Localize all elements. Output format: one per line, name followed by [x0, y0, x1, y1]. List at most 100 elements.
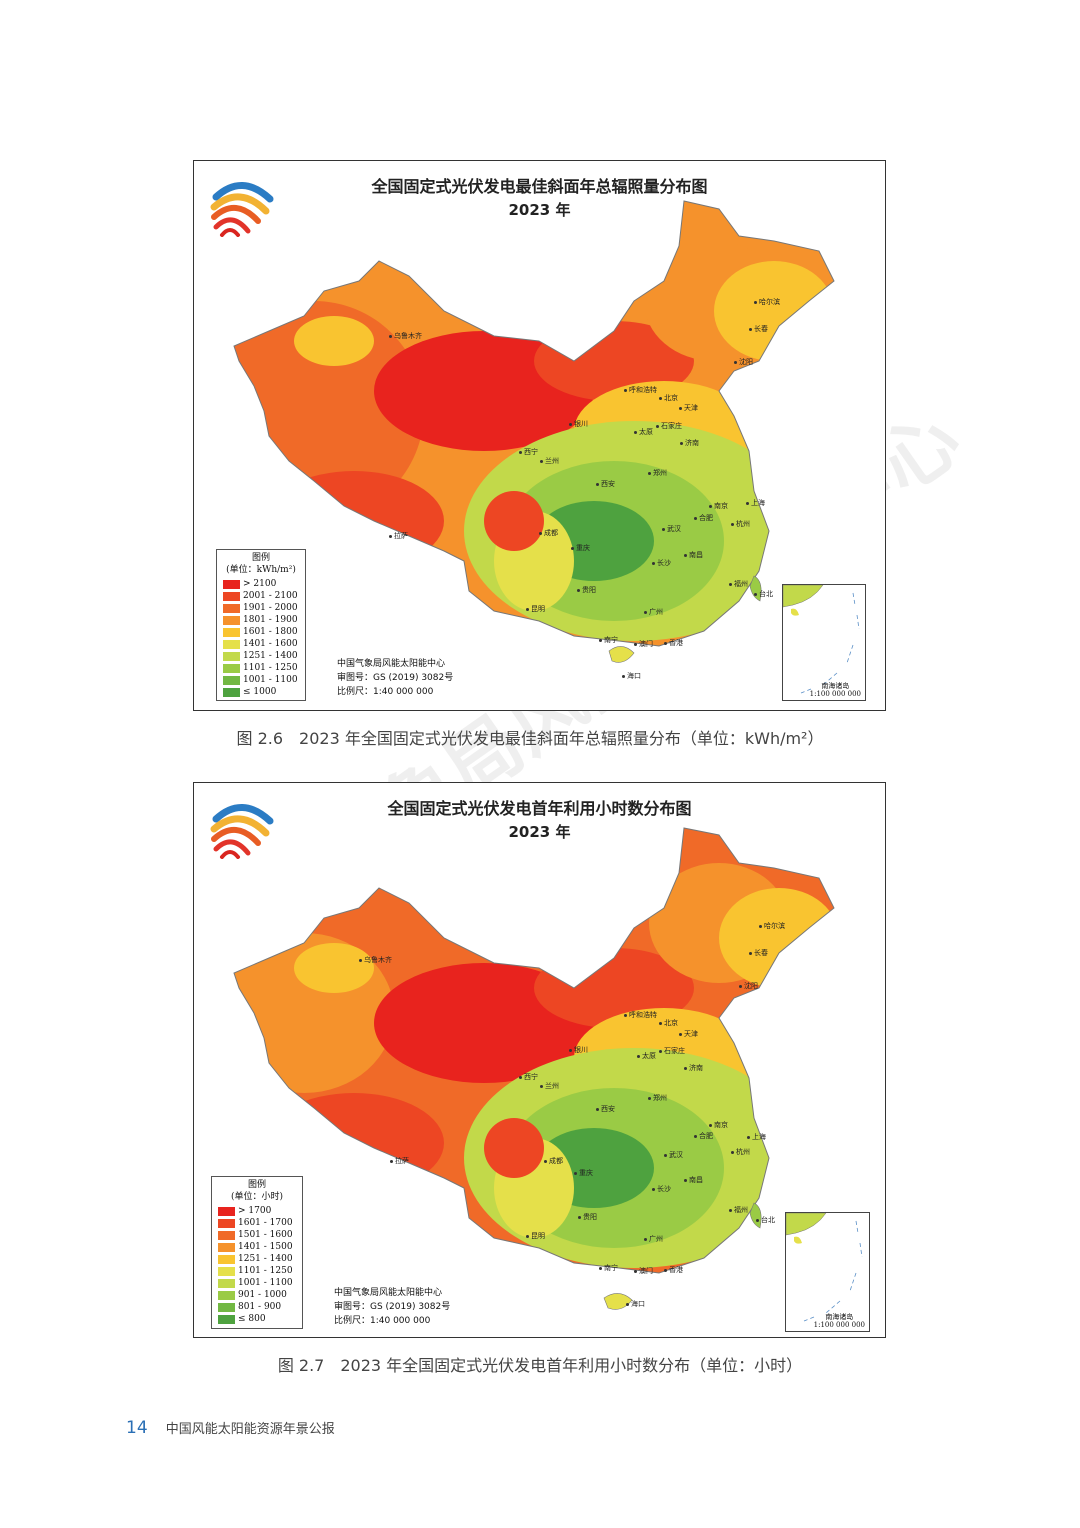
- city-label: 乌鲁木齐: [359, 955, 392, 965]
- legend-label: 1001 - 1100: [238, 1278, 293, 1288]
- map-title: 全国固定式光伏发电首年利用小时数分布图 2023 年: [387, 799, 692, 841]
- city-label: 昆明: [526, 1231, 545, 1241]
- city-label: 银川: [569, 1045, 588, 1055]
- legend-label: 1401 - 1500: [238, 1242, 293, 1252]
- map-legend: 图例 (单位：小时) > 1700 1601 - 1700 1501 - 1600 1…: [211, 1176, 303, 1329]
- city-label: 长春: [749, 324, 768, 334]
- city-label: 杭州: [731, 1147, 750, 1157]
- legend-swatch: [218, 1242, 235, 1252]
- legend-item: 1501 - 1600: [218, 1229, 296, 1241]
- city-label: 乌鲁木齐: [389, 331, 422, 341]
- city-label: 重庆: [571, 543, 590, 553]
- legend-label: ≤ 1000: [243, 687, 277, 697]
- city-label: 武汉: [664, 1150, 683, 1160]
- city-label: 西宁: [519, 1072, 538, 1082]
- legend-item: 1601 - 1800: [223, 626, 299, 638]
- city-label: 合肥: [694, 1131, 713, 1141]
- city-label: 香港: [664, 638, 683, 648]
- city-label: 海口: [622, 671, 641, 681]
- publication-title: 中国风能太阳能资源年景公报: [165, 1422, 335, 1437]
- legend-item: 1901 - 2000: [223, 602, 299, 614]
- legend-item: 1251 - 1400: [223, 650, 299, 662]
- legend-item: > 2100: [223, 578, 299, 590]
- legend-item: 1251 - 1400: [218, 1253, 296, 1265]
- city-label: 广州: [644, 607, 663, 617]
- city-label: 台北: [754, 589, 773, 599]
- city-label: 太原: [634, 427, 653, 437]
- legend-item: 1601 - 1700: [218, 1217, 296, 1229]
- legend-item: 1101 - 1250: [218, 1265, 296, 1277]
- legend-label: 1601 - 1700: [238, 1218, 293, 1228]
- legend-label: 1901 - 2000: [243, 603, 298, 613]
- city-label: 南宁: [599, 1263, 618, 1273]
- legend-swatch: [218, 1254, 235, 1264]
- legend-item: 1001 - 1100: [218, 1277, 296, 1289]
- legend-item: > 1700: [218, 1205, 296, 1217]
- city-label: 西安: [596, 1104, 615, 1114]
- city-label: 南京: [709, 1120, 728, 1130]
- map-frame-2: 全国固定式光伏发电首年利用小时数分布图 2023 年 乌: [193, 782, 886, 1338]
- city-label: 北京: [659, 393, 678, 403]
- legend-swatch: [218, 1314, 235, 1324]
- legend-swatch: [223, 639, 240, 649]
- legend-label: 1251 - 1400: [238, 1254, 293, 1264]
- legend-item: 1101 - 1250: [223, 662, 299, 674]
- legend-item: 901 - 1000: [218, 1289, 296, 1301]
- legend-label: 2001 - 2100: [243, 591, 298, 601]
- city-label: 天津: [679, 403, 698, 413]
- legend-label: 1101 - 1250: [243, 663, 298, 673]
- figure-caption: 图 2.6 2023 年全国固定式光伏发电最佳斜面年总辐照量分布（单位：kWh/…: [236, 729, 824, 748]
- legend-item: 2001 - 2100: [223, 590, 299, 602]
- south-china-sea-inset: 南海诸岛 1:100 000 000: [782, 584, 866, 701]
- city-label: 呼和浩特: [624, 1010, 657, 1020]
- city-label: 南宁: [599, 635, 618, 645]
- city-label: 澳门: [634, 639, 653, 649]
- city-label: 澳门: [634, 1266, 653, 1276]
- legend-label: 1251 - 1400: [243, 651, 298, 661]
- map-frame-1: 全国固定式光伏发电最佳斜面年总辐照量分布图 2023 年: [193, 160, 886, 711]
- city-label: 石家庄: [659, 1046, 685, 1056]
- city-label: 上海: [747, 1132, 766, 1142]
- legend-swatch: [223, 687, 240, 697]
- page-footer: 14 中国风能太阳能资源年景公报: [126, 1418, 335, 1438]
- city-label: 太原: [637, 1051, 656, 1061]
- legend-item: ≤ 1000: [223, 686, 299, 698]
- city-label: 广州: [644, 1234, 663, 1244]
- legend-swatch: [218, 1206, 235, 1216]
- legend-swatch: [223, 579, 240, 589]
- city-label: 济南: [680, 438, 699, 448]
- city-label: 石家庄: [656, 421, 682, 431]
- city-label: 北京: [659, 1018, 678, 1028]
- legend-swatch: [218, 1266, 235, 1276]
- city-label: 西宁: [519, 447, 538, 457]
- south-china-sea-inset: 南海诸岛 1:100 000 000: [785, 1212, 870, 1332]
- legend-swatch: [218, 1230, 235, 1240]
- city-label: 郑州: [648, 468, 667, 478]
- legend-swatch: [223, 591, 240, 601]
- legend-swatch: [223, 663, 240, 673]
- city-label: 呼和浩特: [624, 385, 657, 395]
- city-label: 杭州: [731, 519, 750, 529]
- city-label: 哈尔滨: [754, 297, 780, 307]
- china-map: [233, 200, 835, 663]
- legend-label: 1501 - 1600: [238, 1230, 293, 1240]
- logo-icon: [210, 182, 274, 237]
- city-label: 福州: [729, 1205, 748, 1215]
- legend-item: 1401 - 1500: [218, 1241, 296, 1253]
- logo-icon: [210, 804, 274, 859]
- city-label: 沈阳: [734, 357, 753, 367]
- legend-item: 1801 - 1900: [223, 614, 299, 626]
- map-credit: 中国气象局风能太阳能中心 审图号：GS (2019) 3082号 比例尺：1:4…: [337, 659, 454, 697]
- figure-caption: 图 2.7 2023 年全国固定式光伏发电首年利用小时数分布（单位：小时）: [277, 1356, 803, 1375]
- city-label: 兰州: [540, 1081, 559, 1091]
- china-map: [233, 827, 835, 1310]
- city-label: 兰州: [540, 456, 559, 466]
- city-label: 成都: [544, 1156, 563, 1166]
- map-title: 全国固定式光伏发电最佳斜面年总辐照量分布图 2023 年: [371, 177, 708, 219]
- legend-swatch: [218, 1290, 235, 1300]
- legend-item: 801 - 900: [218, 1301, 296, 1313]
- city-label: 南京: [709, 501, 728, 511]
- legend-label: > 1700: [238, 1206, 272, 1216]
- legend-label: 901 - 1000: [238, 1290, 287, 1300]
- city-label: 天津: [679, 1029, 698, 1039]
